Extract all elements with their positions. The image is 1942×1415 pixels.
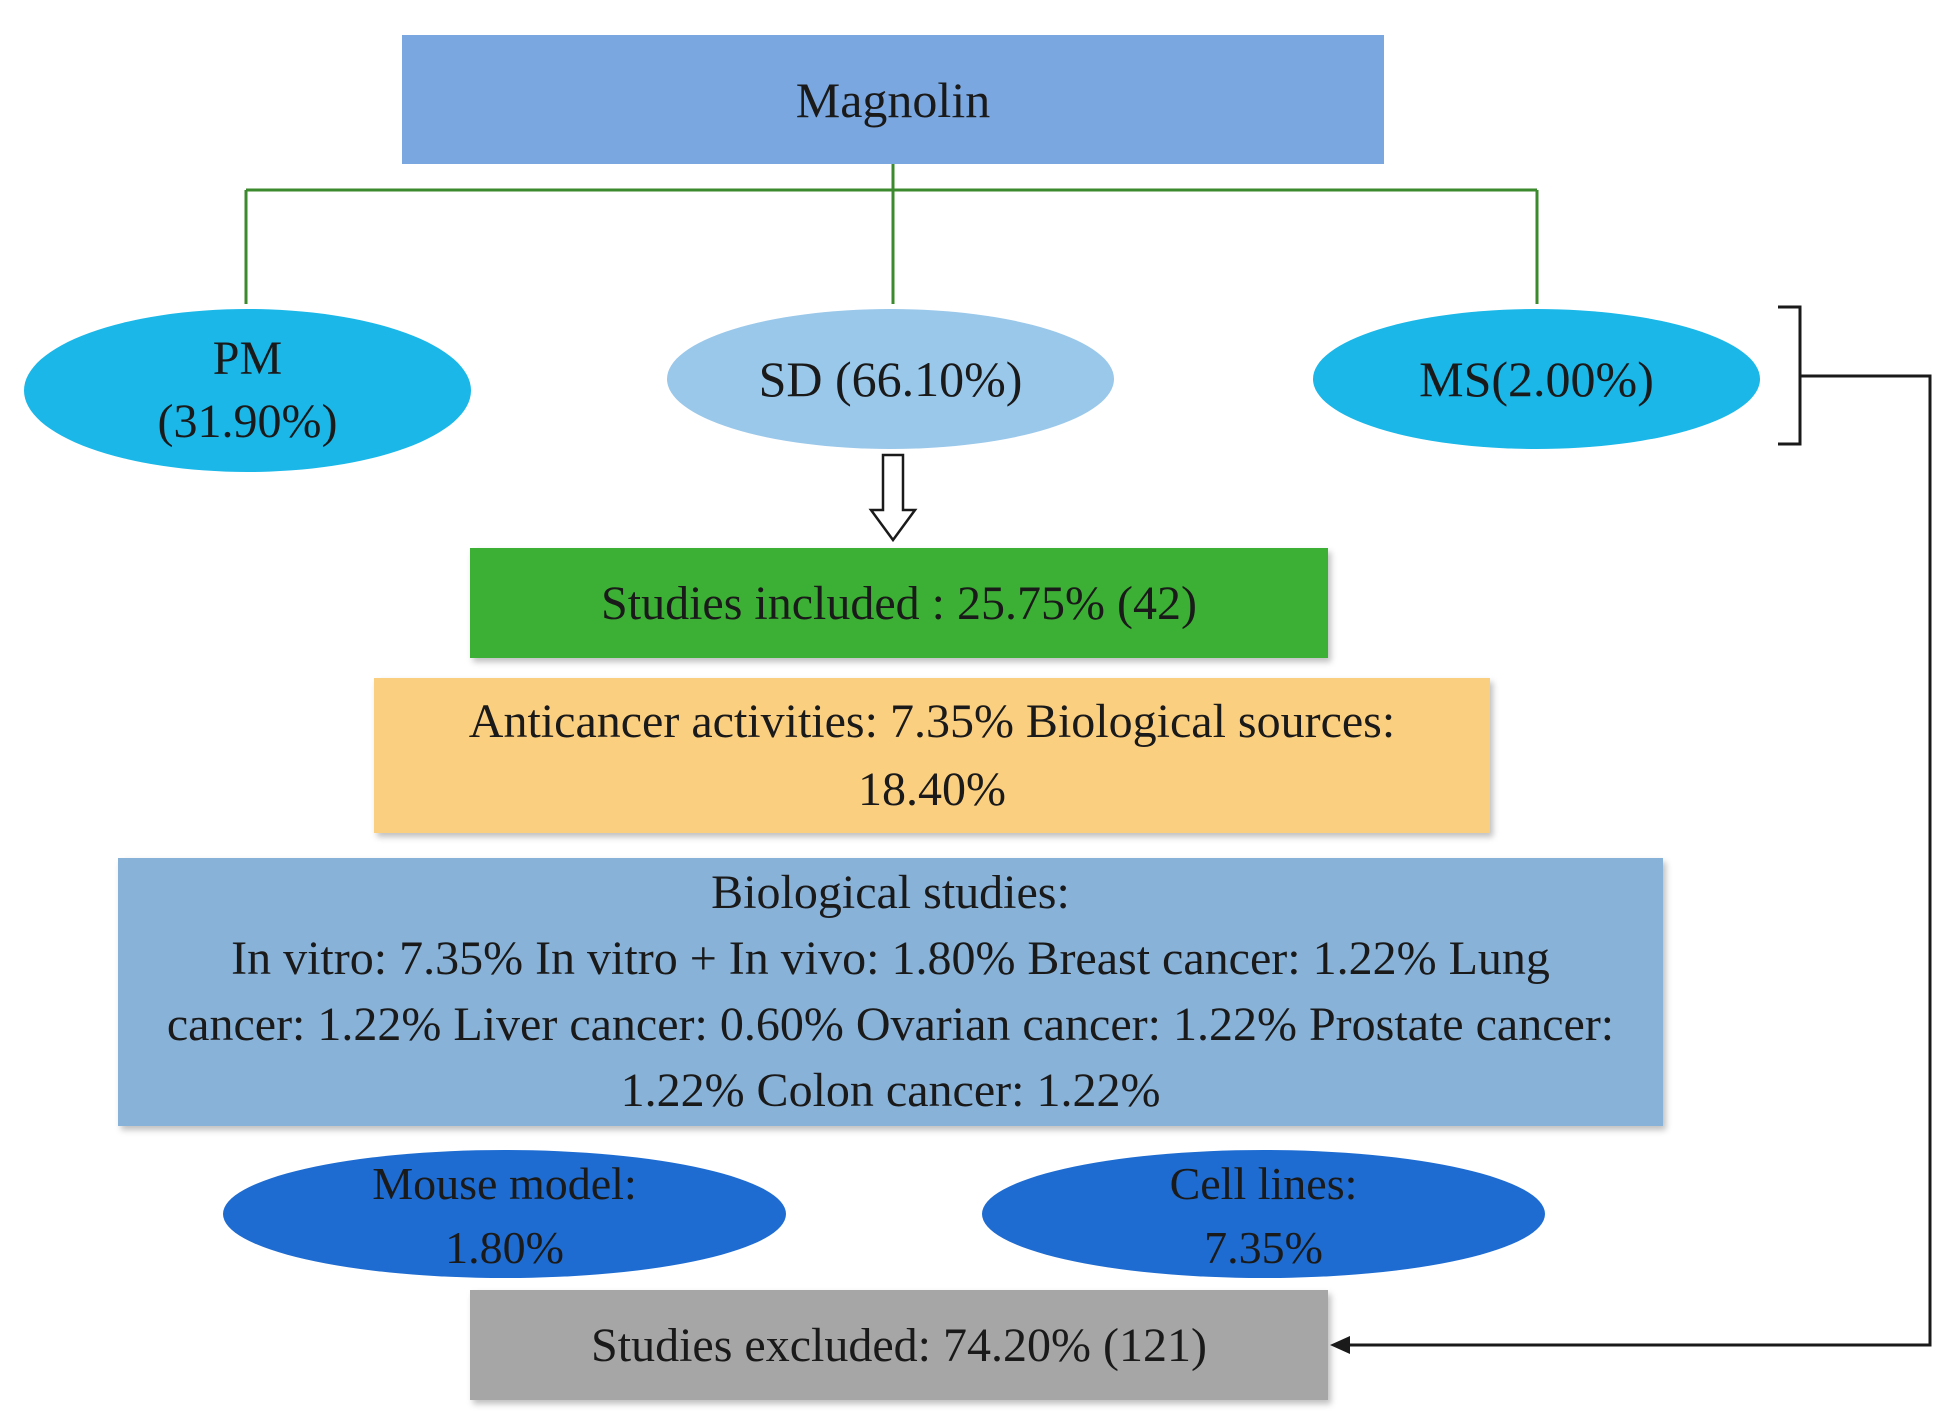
biological-body: In vitro: 7.35% In vitro + In vivo: 1.80… (166, 931, 1615, 1118)
mouse-model-label: Mouse model: (372, 1157, 637, 1209)
title-box: Magnolin (402, 35, 1384, 164)
pm-node: PM (31.90%) (24, 309, 471, 472)
ms-node: MS(2.00%) (1313, 309, 1760, 449)
mouse-model-node: Mouse model: 1.80% (223, 1150, 786, 1278)
ms-bracket (1778, 305, 1802, 446)
tree-lines (244, 164, 1539, 304)
mouse-model-value: 1.80% (445, 1222, 564, 1273)
pm-name: PM (212, 332, 283, 386)
cell-lines-label: Cell lines: (1169, 1157, 1358, 1209)
studies-included-box: Studies included : 25.75% (42) (470, 548, 1328, 658)
biological-studies-box: Biological studies: In vitro: 7.35% In v… (118, 858, 1663, 1126)
title-text: Magnolin (795, 71, 991, 128)
ms-label: MS(2.00%) (1419, 351, 1654, 407)
cell-lines-node: Cell lines: 7.35% (982, 1150, 1545, 1278)
exclusion-connector (1345, 374, 1932, 1347)
studies-excluded-text: Studies excluded: 74.20% (121) (591, 1318, 1207, 1372)
pm-percent: (31.90%) (157, 394, 338, 448)
sd-node: SD (66.10%) (667, 309, 1114, 449)
biological-heading: Biological studies: (711, 865, 1070, 919)
studies-excluded-box: Studies excluded: 74.20% (121) (470, 1290, 1328, 1400)
studies-included-text: Studies included : 25.75% (42) (601, 576, 1197, 630)
activities-line-2: 18.40% (858, 762, 1006, 816)
sd-label: SD (66.10%) (758, 351, 1023, 407)
activities-box: Anticancer activities: 7.35% Biological … (374, 678, 1490, 833)
cell-lines-value: 7.35% (1204, 1222, 1323, 1273)
activities-line-1: Anticancer activities: 7.35% Biological … (468, 695, 1396, 749)
down-hollow-arrow (868, 453, 918, 543)
exclusion-arrowhead (1330, 1336, 1350, 1354)
